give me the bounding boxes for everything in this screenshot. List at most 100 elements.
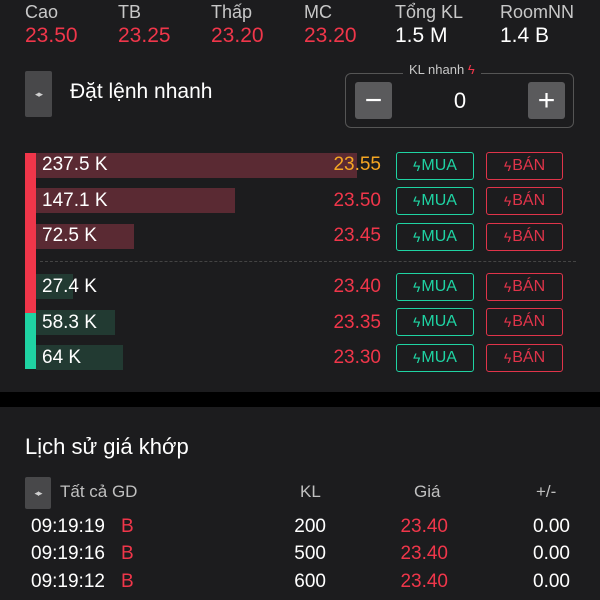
bolt-icon: ϟ: [503, 229, 512, 245]
stat-value: 1.4 B: [500, 24, 550, 47]
bid-side-bar: [25, 313, 36, 369]
minus-icon[interactable]: −: [355, 82, 392, 119]
bolt-icon: ϟ: [503, 158, 512, 174]
stat-tong-kl: Tổng KL 1.5 M: [395, 2, 463, 48]
stat-value: 23.25: [118, 24, 171, 47]
buy-label: MUA: [421, 349, 457, 366]
history-volume: 500: [294, 543, 326, 564]
history-price: 23.40: [400, 516, 448, 537]
bid-price[interactable]: 23.30: [333, 347, 381, 368]
stat-label: Tổng KL: [395, 2, 464, 22]
buy-button[interactable]: ϟ MUA: [396, 344, 474, 372]
depth-bar: [36, 224, 134, 249]
bid-price[interactable]: 23.40: [333, 276, 381, 297]
bolt-icon: ϟ: [413, 229, 421, 245]
quick-qty-label-text: KL nhanh: [409, 62, 465, 77]
stat-label: Cao: [25, 2, 59, 22]
sell-button[interactable]: ϟ BÁN: [486, 187, 563, 215]
stat-label: Thấp: [211, 2, 253, 22]
bolt-icon: ϟ: [413, 279, 421, 295]
depth-bar: [36, 153, 357, 178]
history-time: 09:19:16: [31, 543, 105, 564]
sell-button[interactable]: ϟ BÁN: [486, 308, 563, 336]
sell-label: BÁN: [512, 192, 546, 209]
history-change: 0.00: [533, 571, 570, 592]
bolt-icon: ϟ: [413, 158, 421, 174]
bolt-icon: ϟ: [413, 314, 421, 330]
bid-volume: 27.4 K: [42, 276, 97, 297]
history-volume: 200: [294, 516, 326, 537]
depth-bar: [36, 188, 235, 213]
stat-tb: TB 23.25: [118, 2, 171, 48]
history-price: 23.40: [400, 571, 448, 592]
history-change: 0.00: [533, 516, 570, 537]
sell-label: BÁN: [512, 278, 546, 295]
ask-price[interactable]: 23.45: [333, 225, 381, 246]
buy-button[interactable]: ϟ MUA: [396, 187, 474, 215]
history-col-price: Giá: [414, 482, 441, 501]
bolt-icon: ϟ: [413, 350, 421, 366]
sell-label: BÁN: [512, 313, 546, 330]
stat-mc: MC 23.20: [304, 2, 357, 48]
history-side: B: [121, 543, 134, 564]
bolt-icon: ϟ: [467, 62, 475, 77]
history-change: 0.00: [533, 543, 570, 564]
ask-price[interactable]: 23.50: [333, 190, 381, 211]
history-col-volume: KL: [300, 482, 321, 501]
buy-button[interactable]: ϟ MUA: [396, 223, 474, 251]
ask-volume: 237.5 K: [42, 154, 108, 175]
ask-side-bar: [25, 153, 36, 313]
history-price: 23.40: [400, 543, 448, 564]
ask-volume: 72.5 K: [42, 225, 97, 246]
history-col-change: +/-: [536, 482, 557, 501]
bolt-icon: ϟ: [413, 193, 421, 209]
stat-label: TB: [118, 2, 142, 22]
stat-value: 23.50: [25, 24, 78, 47]
depth-bar: [36, 345, 123, 370]
buy-button[interactable]: ϟ MUA: [396, 308, 474, 336]
ask-volume: 147.1 K: [42, 190, 108, 211]
buy-label: MUA: [421, 192, 457, 209]
bid-volume: 58.3 K: [42, 312, 97, 333]
history-time: 09:19:12: [31, 571, 105, 592]
sell-button[interactable]: ϟ BÁN: [486, 152, 563, 180]
plus-icon[interactable]: +: [528, 82, 565, 119]
expand-handle-icon[interactable]: ◂▸: [25, 477, 51, 509]
bid-volume: 64 K: [42, 347, 82, 368]
history-panel: [0, 407, 600, 600]
stat-value: 23.20: [304, 24, 357, 47]
history-time: 09:19:19: [31, 516, 105, 537]
expand-handle-icon[interactable]: ◂▸: [25, 71, 52, 117]
sell-button[interactable]: ϟ BÁN: [486, 223, 563, 251]
depth-bar: [36, 274, 73, 299]
buy-button[interactable]: ϟ MUA: [396, 273, 474, 301]
sell-button[interactable]: ϟ BÁN: [486, 344, 563, 372]
quick-qty-input[interactable]: 0: [453, 88, 467, 113]
depth-bar: [36, 310, 115, 335]
buy-label: MUA: [421, 228, 457, 245]
sell-button[interactable]: ϟ BÁN: [486, 273, 563, 301]
stat-value: 1.5 M: [395, 24, 448, 47]
ask-price[interactable]: 23.55: [333, 154, 381, 175]
stat-cao: Cao 23.50: [25, 2, 78, 48]
history-side: B: [121, 571, 134, 592]
stat-label: RoomNN: [500, 2, 575, 22]
history-side: B: [121, 516, 134, 537]
bolt-icon: ϟ: [503, 350, 512, 366]
buy-button[interactable]: ϟ MUA: [396, 152, 474, 180]
bolt-icon: ϟ: [503, 314, 512, 330]
book-divider: [40, 261, 576, 262]
quick-qty-label: KL nhanh ϟ: [403, 62, 481, 78]
stat-label: MC: [304, 2, 332, 22]
stat-room-nn: RoomNN 1.4 B: [500, 2, 574, 48]
history-filter[interactable]: Tất cả GD: [60, 482, 138, 501]
history-volume: 600: [294, 571, 326, 592]
bolt-icon: ϟ: [503, 193, 512, 209]
sell-label: BÁN: [512, 349, 546, 366]
quick-order-title: Đặt lệnh nhanh: [70, 80, 213, 103]
bid-price[interactable]: 23.35: [333, 312, 381, 333]
stat-thap: Thấp 23.20: [211, 2, 264, 48]
bolt-icon: ϟ: [503, 279, 512, 295]
stat-value: 23.20: [211, 24, 264, 47]
history-title: Lịch sử giá khớp: [25, 434, 189, 459]
